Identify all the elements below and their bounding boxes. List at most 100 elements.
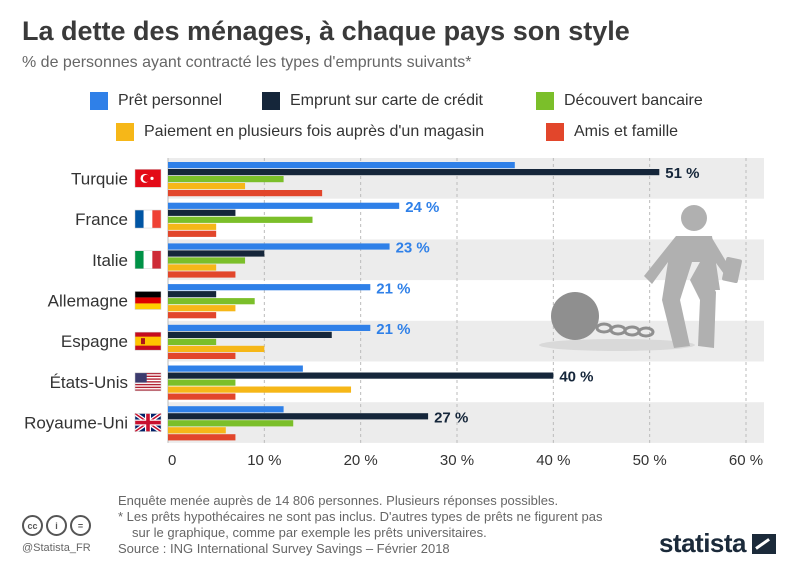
stripe (152, 210, 161, 229)
flag-icon (134, 291, 162, 310)
category-label: États-Unis (50, 373, 128, 392)
bar (168, 379, 236, 386)
stripe (135, 210, 144, 229)
bar (168, 250, 265, 257)
bars (168, 162, 660, 441)
legend-item-carte-credit: Emprunt sur carte de crédit (262, 92, 483, 110)
flag-border (134, 331, 162, 351)
x-tick-label: 30 % (440, 452, 474, 469)
stripe (135, 389, 161, 391)
footnotes: Enquête menée auprès de 14 806 personnes… (118, 493, 602, 557)
statista-logo: statista (659, 528, 776, 559)
bar (168, 257, 246, 264)
legend-label: Emprunt sur carte de crédit (290, 92, 483, 109)
bar (168, 434, 236, 441)
stripe (135, 386, 161, 389)
bar (168, 271, 236, 278)
stripe (135, 250, 144, 269)
flag-icon (134, 331, 162, 351)
legend-swatch (536, 92, 554, 110)
flag-icon (134, 250, 162, 269)
bar (168, 352, 236, 359)
bar (168, 365, 303, 372)
x-tick-label: 0 (168, 452, 176, 469)
bar (168, 413, 429, 420)
x-tick-label: 40 % (536, 452, 570, 469)
chart-area: 51 % 24 % 23 % 21 % 21 % 40 % 27 % Turquie Fran… (24, 158, 764, 469)
crescent-cut (142, 174, 151, 182)
category-label: Italie (92, 251, 128, 270)
legend-swatch (546, 123, 564, 141)
flag-border (134, 291, 162, 310)
bar (168, 393, 236, 400)
bar (168, 169, 660, 176)
bar (168, 345, 265, 352)
stripe (143, 250, 153, 269)
legend-item-paiement-magasin: Paiement en plusieurs fois auprès d'un m… (116, 123, 484, 141)
stripe (152, 250, 161, 269)
stripe (135, 297, 161, 304)
legend-item-amis-famille: Amis et famille (546, 123, 678, 141)
bar (168, 243, 390, 250)
flag-icon (134, 209, 162, 229)
bar (168, 331, 332, 338)
cross (135, 420, 161, 425)
bar (168, 264, 217, 271)
value-label: 51 % (665, 165, 699, 182)
flag-icon (134, 169, 162, 188)
bar (168, 190, 323, 197)
bar (168, 209, 236, 216)
bar (168, 420, 294, 427)
bar (168, 427, 226, 434)
social-handle: @Statista_FR (22, 542, 91, 554)
chain (595, 322, 655, 338)
creative-commons-icon: cc (22, 515, 43, 536)
legend-swatch (116, 123, 134, 141)
flag-border (134, 250, 162, 269)
bar (168, 386, 352, 393)
bar (168, 324, 371, 331)
value-label: 40 % (559, 369, 593, 386)
category-label: Turquie (71, 169, 128, 188)
bar (168, 284, 371, 291)
bar (168, 176, 284, 183)
category-label: Allemagne (48, 291, 128, 310)
note-survey: Enquête menée auprès de 14 806 personnes… (118, 493, 559, 508)
value-label: 21 % (376, 321, 410, 338)
value-labels: 51 % 24 % 23 % 21 % 21 % 40 % 27 % (376, 165, 699, 426)
x-tick-label: 50 % (633, 452, 667, 469)
legend-swatch (90, 92, 108, 110)
bar (168, 372, 554, 379)
bar (168, 230, 217, 237)
note-mortgage-cont: sur le graphique, comme par exemple les … (132, 525, 487, 540)
legend-swatch (262, 92, 280, 110)
bar (168, 223, 217, 230)
category-label: France (75, 210, 128, 229)
bar (168, 183, 246, 190)
bar (168, 338, 217, 345)
stripe (135, 378, 161, 380)
bar-chart: 51 % 24 % 23 % 21 % 21 % 40 % 27 % Turquie Fran… (24, 158, 764, 469)
stripe (135, 383, 161, 386)
x-tick-label: 20 % (344, 452, 378, 469)
chart-title: La dette des ménages, à chaque pays son … (22, 16, 630, 46)
note-mortgage: * Les prêts hypothécaires ne sont pas in… (118, 509, 603, 524)
canton (135, 372, 147, 383)
bar (168, 312, 217, 319)
x-tick-label: 60 % (729, 452, 763, 469)
legend-label: Découvert bancaire (564, 92, 703, 109)
legend-label: Prêt personnel (118, 92, 223, 109)
stripe (135, 372, 161, 375)
stripe (135, 336, 161, 346)
walking-person (644, 205, 742, 348)
value-label: 23 % (396, 240, 430, 257)
bar (168, 202, 400, 209)
note-source: Source : ING International Survey Saving… (118, 541, 450, 556)
flags (133, 169, 163, 434)
shadow (539, 339, 695, 351)
legend-item-decouvert: Découvert bancaire (536, 92, 703, 110)
value-label: 24 % (405, 199, 439, 216)
bar (168, 216, 313, 223)
category-label: Royaume-Uni (24, 414, 128, 433)
iron-ball (551, 292, 599, 340)
